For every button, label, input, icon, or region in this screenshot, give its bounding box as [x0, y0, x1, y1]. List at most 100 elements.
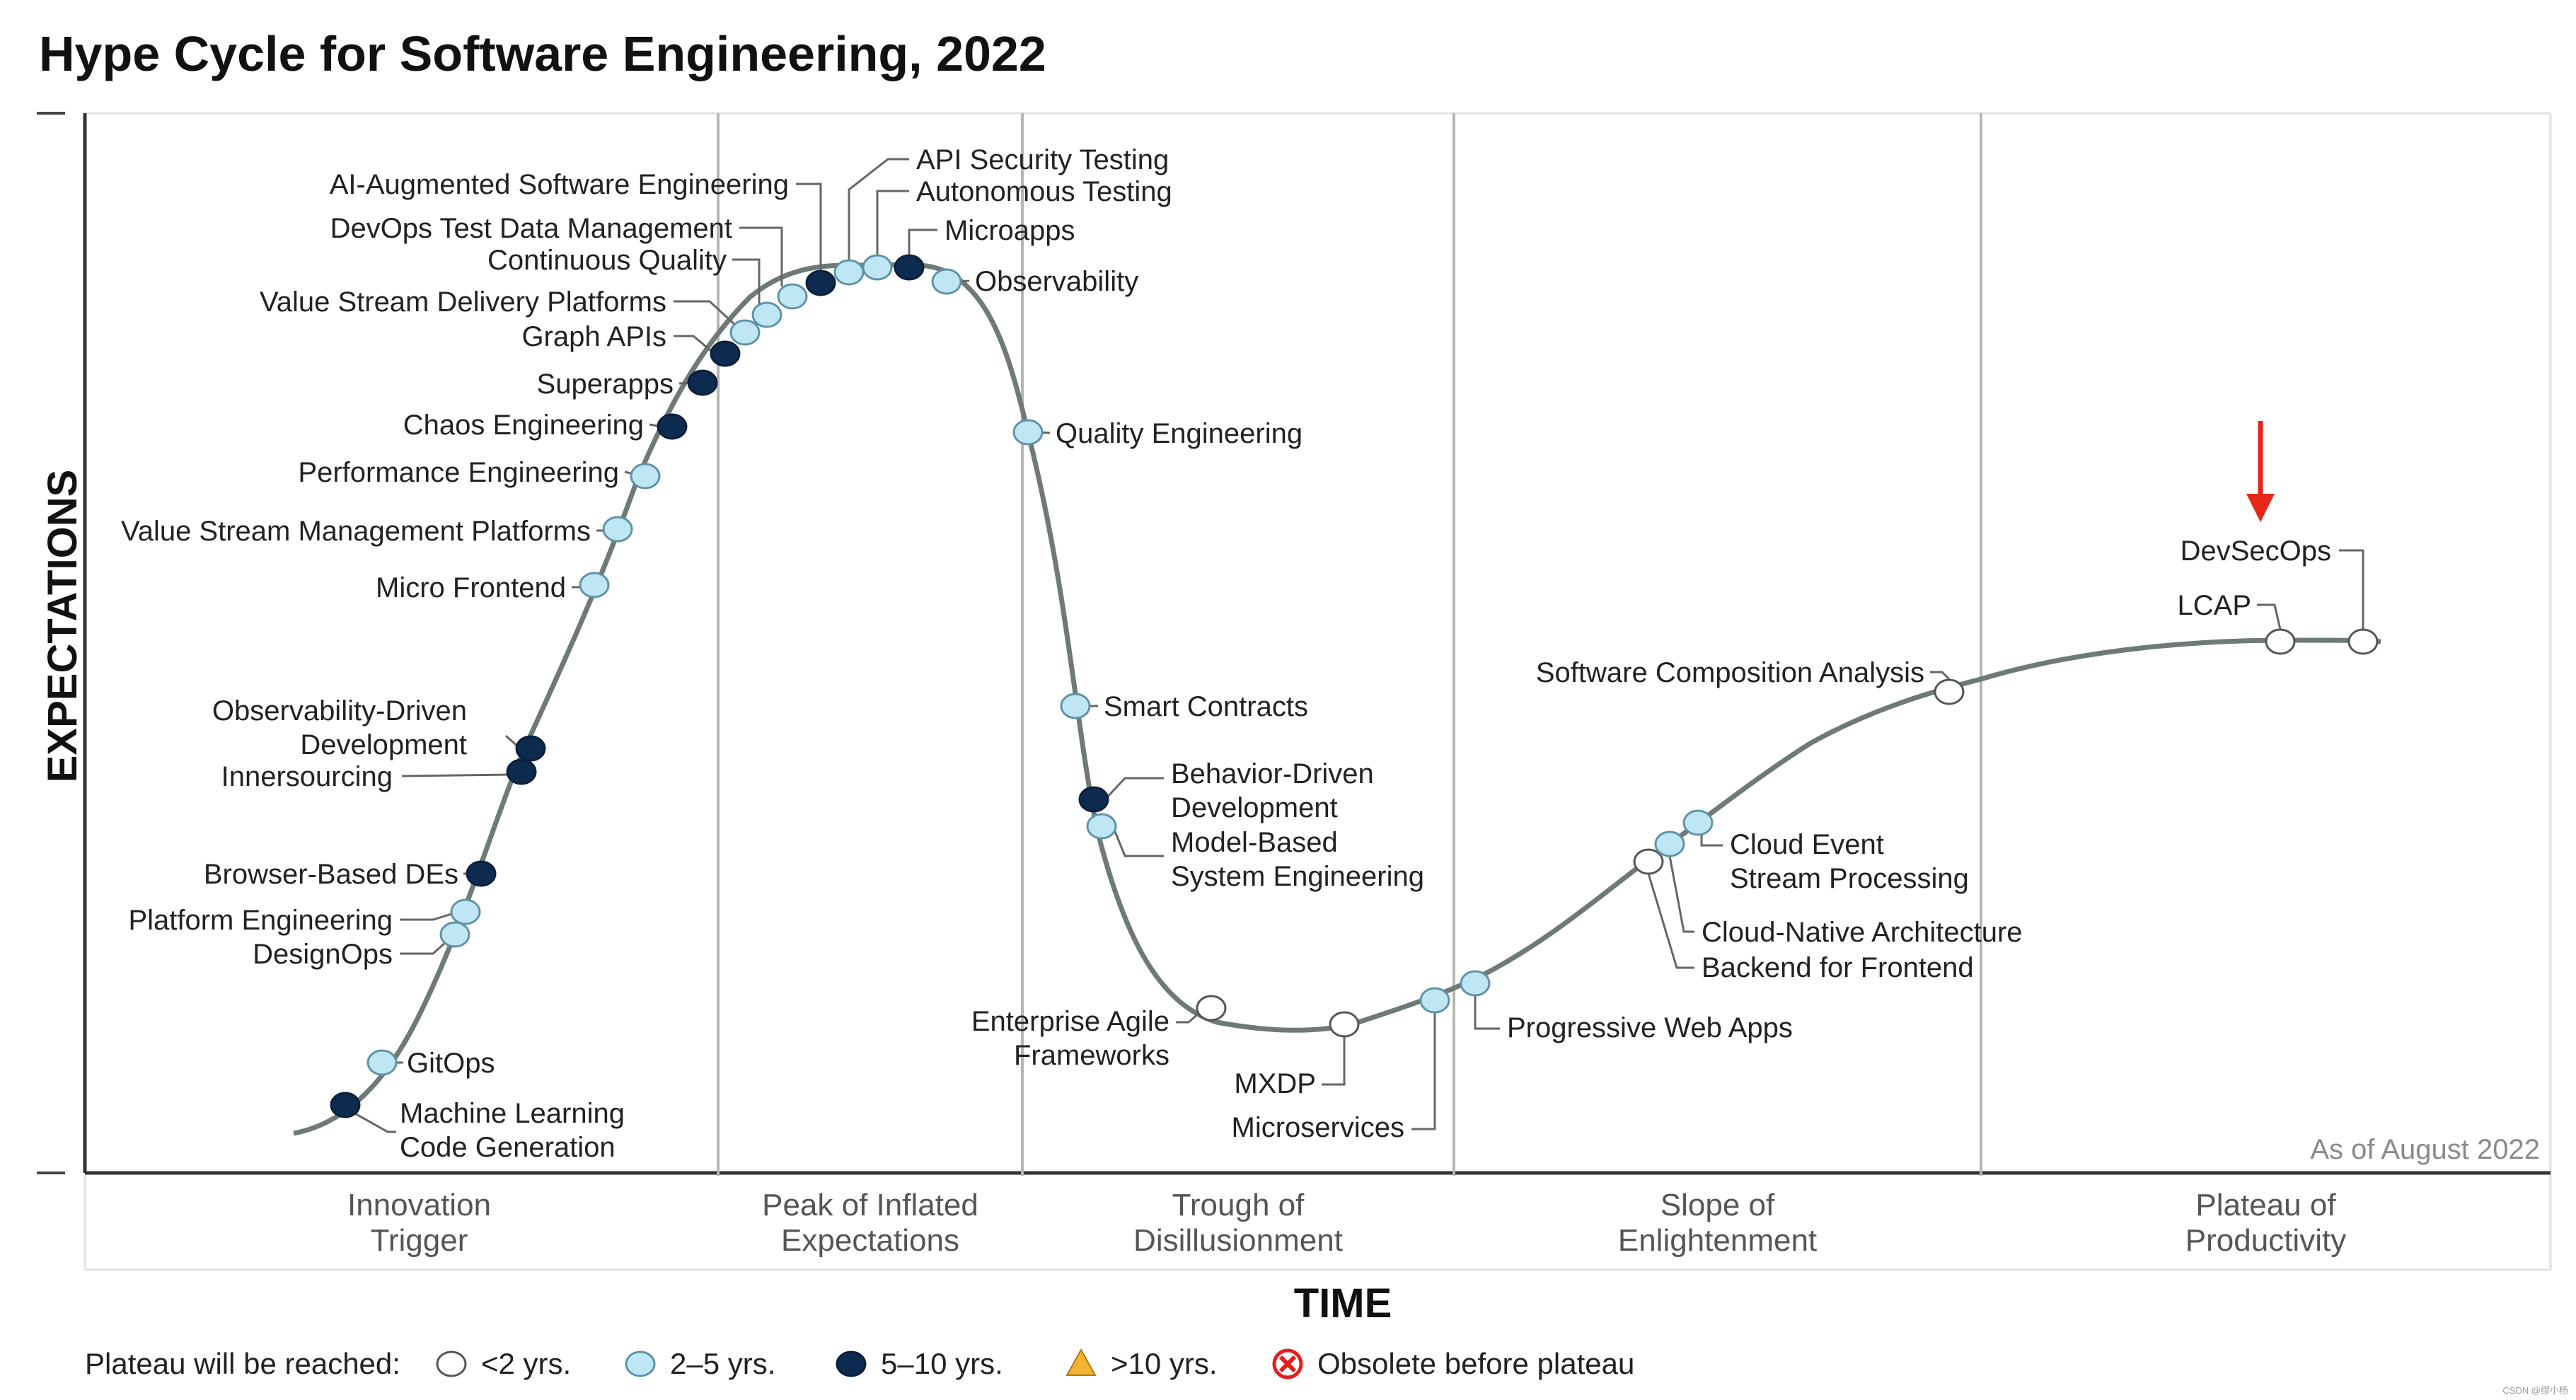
phase-label-slope-of-enlightenment: Slope of Enlightenment — [1618, 1188, 1817, 1258]
marker-backend-for-frontend — [1633, 848, 1664, 875]
marker-performance-engineering — [630, 463, 661, 490]
label-ai-augmented-software-engineering: AI-Augmented Software Engineering — [330, 169, 789, 200]
marker-ai-augmented-software-engineering — [805, 270, 836, 296]
phase-label-peak-of-inflated-expectations: Peak of Inflated Expectations — [762, 1188, 978, 1258]
label-model-based-system-engineering: Model-Based System Engineering — [1171, 827, 1424, 892]
leader-value-stream-delivery-platforms — [674, 300, 737, 327]
marker-smart-contracts — [1060, 693, 1091, 719]
y-axis-title: EXPECTATIONS — [40, 470, 86, 783]
phase-labels: Innovation Trigger Peak of Inflated Expecta… — [347, 1188, 2346, 1258]
leader-behavior-driven-development — [1104, 777, 1164, 801]
marker-enterprise-agile-frameworks — [1196, 995, 1227, 1022]
leader-autonomous-testing — [876, 190, 909, 257]
marker-microservices — [1419, 987, 1450, 1014]
label-designops: DesignOps — [253, 939, 393, 970]
label-api-security-testing: API Security Testing — [916, 144, 1169, 175]
label-software-composition-analysis: Software Composition Analysis — [1536, 657, 1924, 688]
label-observability-driven-development: Observability-Driven Development — [212, 695, 467, 760]
marker-software-composition-analysis — [1934, 678, 1965, 705]
highlight-arrow — [2246, 421, 2275, 522]
label-observability: Observability — [975, 266, 1138, 297]
leader-platform-engineering — [400, 911, 457, 921]
label-cloud-native-architecture: Cloud-Native Architecture — [1702, 917, 2023, 948]
leader-innersourcing — [401, 773, 512, 777]
leader-progressive-web-apps — [1474, 996, 1500, 1030]
leader-devops-test-data-management — [739, 226, 783, 287]
marker-microapps — [894, 254, 925, 281]
phase-label-trough-of-disillusionment: Trough of Disillusionment — [1133, 1188, 1343, 1258]
leader-backend-for-frontend — [1647, 873, 1694, 969]
marker-api-security-testing — [833, 259, 865, 286]
marker-mxdp — [1329, 1011, 1360, 1038]
leader-microapps — [908, 228, 937, 257]
label-browser-based-des: Browser-Based DEs — [204, 859, 458, 890]
leader-enterprise-agile-frameworks — [1176, 1010, 1201, 1024]
label-continuous-quality: Continuous Quality — [487, 245, 727, 276]
label-behavior-driven-development: Behavior-Driven Development — [1171, 758, 1374, 823]
marker-behavior-driven-development — [1078, 786, 1109, 813]
chart-title: Hype Cycle for Software Engineering, 202… — [39, 26, 1046, 81]
marker-chaos-engineering — [657, 413, 688, 440]
label-micro-frontend: Micro Frontend — [376, 572, 566, 603]
legend-label-y2to5: 2–5 yrs. — [670, 1347, 775, 1380]
marker-superapps — [687, 369, 718, 396]
label-microservices: Microservices — [1232, 1112, 1404, 1143]
leader-designops — [400, 941, 446, 955]
leader-software-composition-analysis — [1930, 671, 1951, 681]
marker-value-stream-management-platforms — [602, 516, 633, 543]
label-value-stream-delivery-platforms: Value Stream Delivery Platforms — [260, 287, 666, 318]
label-quality-engineering: Quality Engineering — [1056, 418, 1303, 449]
label-progressive-web-apps: Progressive Web Apps — [1507, 1012, 1793, 1043]
leader-api-security-testing — [848, 158, 909, 262]
legend: Plateau will be reached: <2 yrs. 2–5 yrs.… — [85, 1347, 1634, 1380]
marker-continuous-quality — [751, 301, 782, 328]
leader-graph-apis — [674, 335, 715, 355]
label-devops-test-data-management: DevOps Test Data Management — [330, 213, 732, 244]
label-lcap: LCAP — [2178, 590, 2252, 621]
technology-labels: Machine Learning Code Generation GitOps Des… — [121, 144, 2331, 1163]
marker-cloud-native-architecture — [1654, 831, 1685, 857]
marker-quality-engineering — [1012, 419, 1044, 446]
leader-continuous-quality — [732, 258, 761, 306]
legend-label-obsolete: Obsolete before plateau — [1317, 1347, 1634, 1380]
legend-marker-obsolete — [1272, 1348, 1303, 1379]
leader-cloud-event-stream-processing — [1700, 833, 1723, 847]
label-cloud-event-stream-processing: Cloud Event Stream Processing — [1730, 829, 1969, 894]
marker-browser-based-des — [466, 860, 497, 887]
leader-cloud-native-architecture — [1668, 855, 1694, 933]
chart-frame — [37, 112, 2552, 1271]
marker-cloud-event-stream-processing — [1682, 809, 1714, 836]
marker-innersourcing — [506, 758, 537, 785]
label-performance-engineering: Performance Engineering — [298, 457, 619, 488]
marker-autonomous-testing — [862, 254, 893, 281]
as-of-note: As of August 2022 — [2310, 1134, 2540, 1165]
label-smart-contracts: Smart Contracts — [1104, 691, 1308, 722]
leader-microservices — [1411, 1013, 1436, 1130]
label-microapps: Microapps — [945, 215, 1075, 246]
legend-label-gt10: >10 yrs. — [1111, 1347, 1218, 1380]
marker-platform-engineering — [450, 898, 481, 925]
x-axis-title: TIME — [1294, 1280, 1392, 1326]
leader-mxdp — [1322, 1037, 1346, 1086]
leader-lines — [353, 158, 2364, 1133]
legend-marker-y2to5 — [625, 1350, 656, 1377]
legend-label-y5to10: 5–10 yrs. — [881, 1347, 1003, 1380]
marker-machine-learning-code-generation — [330, 1092, 361, 1118]
label-innersourcing: Innersourcing — [221, 761, 393, 792]
label-autonomous-testing: Autonomous Testing — [916, 176, 1172, 207]
label-graph-apis: Graph APIs — [521, 321, 666, 352]
legend-marker-lt2 — [436, 1350, 467, 1377]
hype-curve — [293, 262, 2381, 1136]
marker-model-based-system-engineering — [1086, 813, 1117, 840]
marker-value-stream-delivery-platforms — [729, 319, 761, 346]
label-superapps: Superapps — [537, 369, 674, 400]
marker-lcap — [2265, 628, 2296, 655]
label-platform-engineering: Platform Engineering — [128, 905, 393, 936]
legend-marker-gt10 — [1065, 1348, 1097, 1376]
phase-label-plateau-of-productivity: Plateau of Productivity — [2185, 1188, 2346, 1258]
marker-gitops — [366, 1049, 398, 1076]
label-devsecops: DevSecOps — [2181, 536, 2331, 567]
marker-observability — [931, 268, 962, 295]
label-gitops: GitOps — [407, 1048, 495, 1079]
